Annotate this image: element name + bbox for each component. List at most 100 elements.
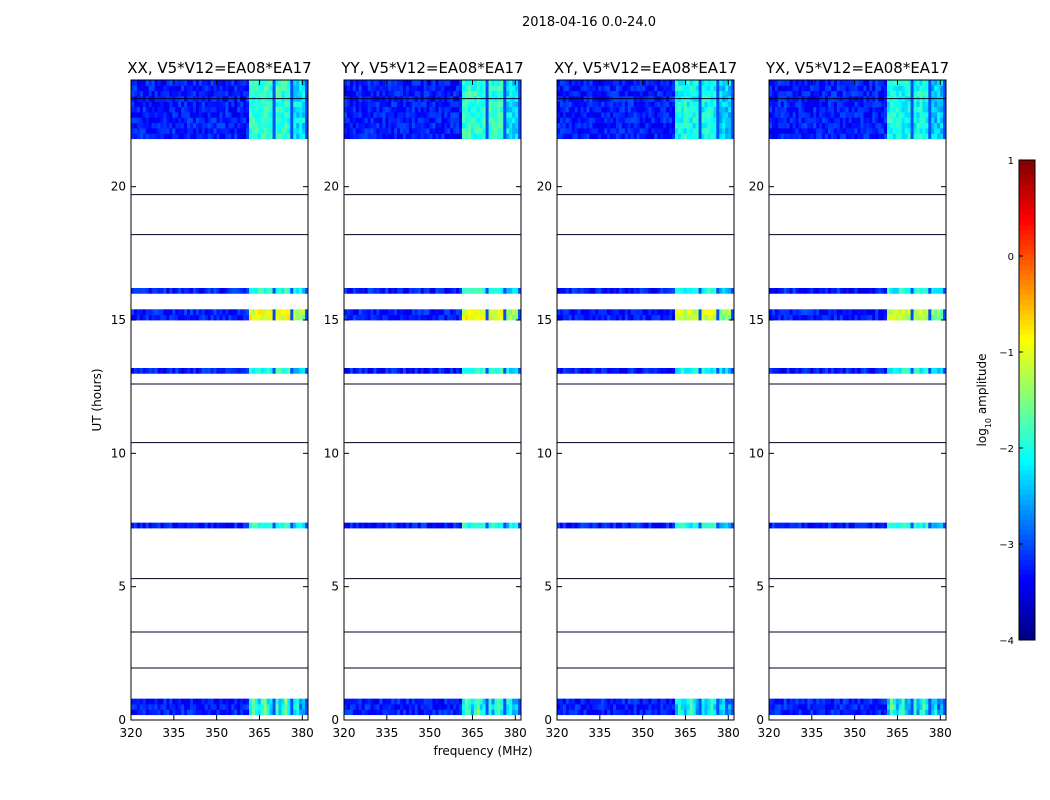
heatmap-cell <box>296 122 300 129</box>
heatmap-cell <box>181 309 185 316</box>
heatmap-cell <box>423 288 427 294</box>
colorbar-segment <box>1019 380 1035 386</box>
heatmap-cell <box>589 288 593 294</box>
heatmap-cell <box>352 522 357 529</box>
heatmap-cell <box>919 704 923 710</box>
heatmap-cell <box>663 128 667 134</box>
heatmap-cell <box>654 128 658 134</box>
heatmap-cell <box>145 704 150 710</box>
heatmap-cell <box>586 133 590 140</box>
heatmap-cell <box>875 90 879 97</box>
heatmap-cell <box>518 112 522 118</box>
heatmap-cell <box>500 85 504 92</box>
heatmap-cell <box>571 133 576 140</box>
heatmap-cell <box>251 101 256 108</box>
heatmap-cell <box>719 309 723 316</box>
heatmap-cell <box>798 122 802 129</box>
heatmap-cell <box>928 112 932 118</box>
heatmap-cell <box>571 368 576 374</box>
heatmap-cell <box>358 80 363 86</box>
heatmap-cell <box>403 117 407 124</box>
heatmap-cell <box>642 709 646 716</box>
heatmap-cell <box>358 101 363 108</box>
heatmap-cell <box>698 106 702 113</box>
heatmap-cell <box>450 128 454 134</box>
heatmap-cell <box>131 368 135 374</box>
heatmap-cell <box>272 522 276 529</box>
heatmap-cell <box>184 85 188 92</box>
heatmap-cell <box>565 85 570 92</box>
heatmap-cell <box>771 309 776 316</box>
heatmap-cell <box>400 112 404 118</box>
heatmap-cell <box>943 314 947 321</box>
heatmap-cell <box>819 698 823 705</box>
heatmap-cell <box>901 85 906 92</box>
heatmap-cell <box>133 133 138 140</box>
heatmap-cell <box>349 101 354 108</box>
heatmap-cell <box>813 133 817 140</box>
heatmap-cell <box>195 128 200 134</box>
heatmap-cell <box>825 112 829 118</box>
heatmap-cell <box>178 309 182 316</box>
heatmap-cell <box>382 117 386 124</box>
heatmap-cell <box>216 368 220 374</box>
heatmap-cell <box>777 522 782 529</box>
heatmap-cell <box>860 698 864 705</box>
heatmap-cell <box>467 709 472 716</box>
heatmap-cell <box>376 288 380 294</box>
heatmap-cell <box>825 133 829 140</box>
heatmap-cell <box>269 122 273 129</box>
heatmap-cell <box>919 122 923 129</box>
heatmap-cell <box>830 101 835 108</box>
heatmap-cell <box>801 133 805 140</box>
heatmap-cell <box>698 288 702 294</box>
heatmap-cell <box>848 133 852 140</box>
colorbar-segment <box>1019 555 1035 561</box>
heatmap-cell <box>376 106 380 113</box>
heatmap-cell <box>148 128 153 134</box>
heatmap-cell <box>571 85 576 92</box>
heatmap-cell <box>698 314 702 321</box>
heatmap-cell <box>683 122 688 129</box>
heatmap-cell <box>160 133 164 140</box>
heatmap-cell <box>435 133 439 140</box>
heatmap-cell <box>698 128 702 134</box>
heatmap-cell <box>479 90 484 97</box>
heatmap-cell <box>476 112 481 118</box>
heatmap-cell <box>497 122 501 129</box>
y-tick-label: 20 <box>324 180 339 194</box>
heatmap-cell <box>833 309 838 316</box>
heatmap-cell <box>904 288 909 294</box>
heatmap-cell <box>910 698 914 705</box>
heatmap-cell <box>892 698 897 705</box>
heatmap-cell <box>473 522 478 529</box>
heatmap-cell <box>645 522 649 529</box>
heatmap-cell <box>783 90 788 97</box>
heatmap-cell <box>830 368 835 374</box>
heatmap-cell <box>509 128 513 134</box>
heatmap-cell <box>822 85 826 92</box>
heatmap-cell <box>293 112 297 118</box>
heatmap-cell <box>710 314 714 321</box>
heatmap-cell <box>663 112 667 118</box>
heatmap-cell <box>456 522 460 529</box>
heatmap-cell <box>940 117 944 124</box>
heatmap-cell <box>302 90 306 97</box>
heatmap-cell <box>231 90 235 97</box>
heatmap-cell <box>940 122 944 129</box>
y-axis-label: UT (hours) <box>90 368 104 431</box>
heatmap-cell <box>657 133 661 140</box>
heatmap-cell <box>931 133 935 140</box>
heatmap-cell <box>884 80 888 86</box>
heatmap-cell <box>854 112 858 118</box>
heatmap-cell <box>299 368 303 374</box>
heatmap-cell <box>166 101 170 108</box>
heatmap-cell <box>290 704 294 710</box>
heatmap-cell <box>822 522 826 529</box>
heatmap-cell <box>789 522 793 529</box>
heatmap-cell <box>367 522 371 529</box>
heatmap-cell <box>181 90 185 97</box>
heatmap-cell <box>187 704 191 710</box>
heatmap-cell <box>710 709 714 716</box>
heatmap-cell <box>940 101 944 108</box>
